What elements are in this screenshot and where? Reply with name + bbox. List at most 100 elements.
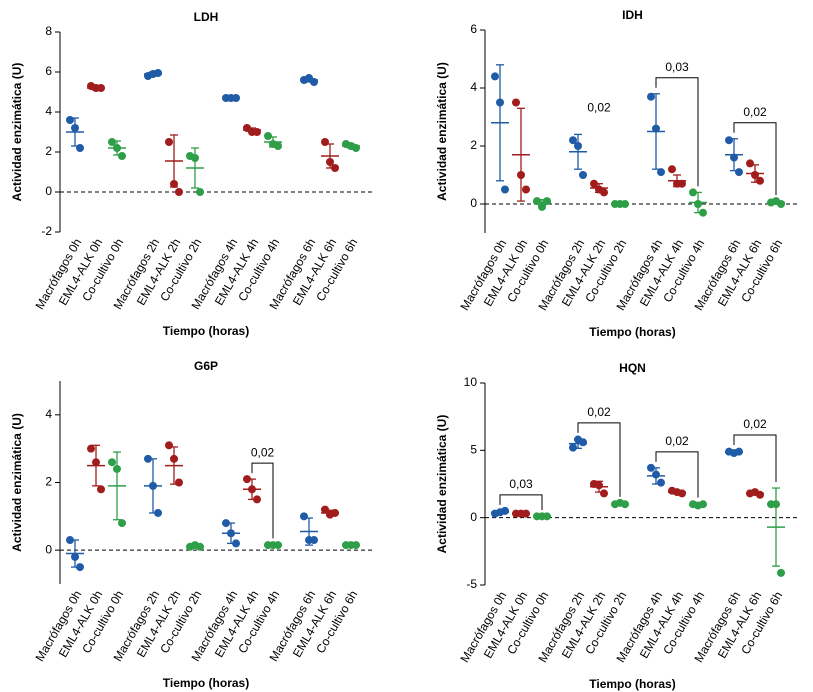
data-point — [600, 188, 608, 197]
data-point — [118, 519, 126, 528]
y-tick-label: 0 — [470, 510, 477, 524]
significance-bracket — [655, 77, 699, 187]
data-point — [232, 539, 240, 548]
annotation: 0,02 — [743, 105, 767, 119]
data-point — [92, 458, 100, 467]
data-point — [321, 138, 329, 146]
data-point — [735, 168, 743, 177]
annotation: 0,02 — [251, 445, 275, 459]
data-point — [76, 144, 84, 152]
y-axis-label: Actividad enzimática (U) — [435, 62, 449, 201]
panel-title: HQN — [619, 361, 646, 375]
y-tick-label: 0 — [470, 196, 477, 210]
data-point — [331, 508, 339, 517]
data-point — [149, 481, 157, 490]
y-tick-label: 8 — [45, 24, 52, 38]
data-point — [512, 98, 520, 107]
data-point — [647, 92, 655, 101]
annotation: 0,02 — [665, 434, 689, 448]
y-tick-label: 5 — [470, 443, 477, 457]
data-point — [501, 185, 509, 194]
data-point — [300, 512, 308, 521]
data-point — [97, 485, 105, 494]
y-tick-label: 2 — [45, 144, 52, 158]
data-point — [310, 536, 318, 545]
data-point — [154, 508, 162, 517]
data-point — [657, 478, 665, 487]
data-point — [196, 542, 204, 551]
data-point — [154, 69, 162, 77]
data-point — [175, 188, 183, 196]
data-point — [248, 485, 256, 494]
y-axis-label: Actividad enzimática (U) — [10, 63, 24, 202]
data-point — [321, 505, 329, 514]
data-point — [543, 197, 551, 206]
y-tick-label: 2 — [45, 475, 52, 489]
x-axis-label: Tiempo (horas) — [163, 324, 249, 338]
data-point — [746, 159, 754, 168]
y-tick-label: 10 — [464, 375, 478, 389]
data-point — [579, 171, 587, 179]
data-point — [170, 180, 178, 188]
data-point — [97, 84, 105, 92]
data-point — [331, 164, 339, 172]
data-point — [253, 128, 261, 136]
y-tick-label: -5 — [466, 577, 477, 591]
y-axis-label: Actividad enzimática (U) — [435, 415, 449, 554]
y-tick-label: 0 — [45, 184, 52, 198]
data-point — [144, 454, 152, 463]
data-point — [66, 536, 74, 545]
significance-bracket — [251, 462, 274, 539]
data-point — [310, 78, 318, 86]
data-point — [756, 176, 764, 185]
data-point — [647, 463, 655, 472]
data-point — [196, 188, 204, 196]
data-point — [253, 495, 261, 504]
annotation: 0,02 — [743, 417, 767, 431]
data-point — [66, 116, 74, 124]
data-point — [118, 152, 126, 160]
y-tick-label: 4 — [470, 80, 477, 94]
significance-bracket — [733, 122, 777, 196]
data-point — [751, 171, 759, 179]
y-tick-label: 4 — [45, 407, 52, 421]
panel-title: IDH — [622, 8, 643, 22]
data-point — [232, 94, 240, 102]
data-point — [668, 165, 676, 174]
data-point — [533, 197, 541, 206]
data-point — [772, 500, 780, 509]
significance-bracket — [655, 451, 699, 498]
data-point — [600, 489, 608, 498]
significance-bracket — [499, 494, 543, 511]
data-point — [777, 200, 785, 208]
data-point — [569, 443, 577, 452]
data-point — [264, 132, 272, 140]
x-axis-label: Tiempo (horas) — [163, 676, 249, 690]
data-point — [165, 138, 173, 146]
x-axis-label: Tiempo (horas) — [589, 677, 675, 691]
data-point — [227, 529, 235, 538]
data-point — [517, 171, 525, 179]
data-point — [543, 512, 551, 521]
data-point — [652, 124, 660, 133]
data-point — [352, 144, 360, 152]
x-axis-label: Tiempo (horas) — [589, 325, 675, 339]
y-tick-label: 6 — [470, 22, 477, 36]
y-tick-label: 6 — [45, 64, 52, 78]
data-point — [496, 98, 504, 107]
data-point — [678, 179, 686, 188]
data-point — [108, 138, 116, 146]
data-point — [689, 188, 697, 197]
annotation: 0,02 — [587, 405, 611, 419]
data-point — [621, 500, 629, 509]
data-point — [352, 541, 360, 550]
panel-title: LDH — [194, 10, 219, 24]
y-axis-label: Actividad enzimática (U) — [10, 413, 24, 552]
data-point — [590, 179, 598, 188]
data-point — [699, 500, 707, 509]
data-point — [87, 444, 95, 453]
data-point — [756, 490, 764, 499]
